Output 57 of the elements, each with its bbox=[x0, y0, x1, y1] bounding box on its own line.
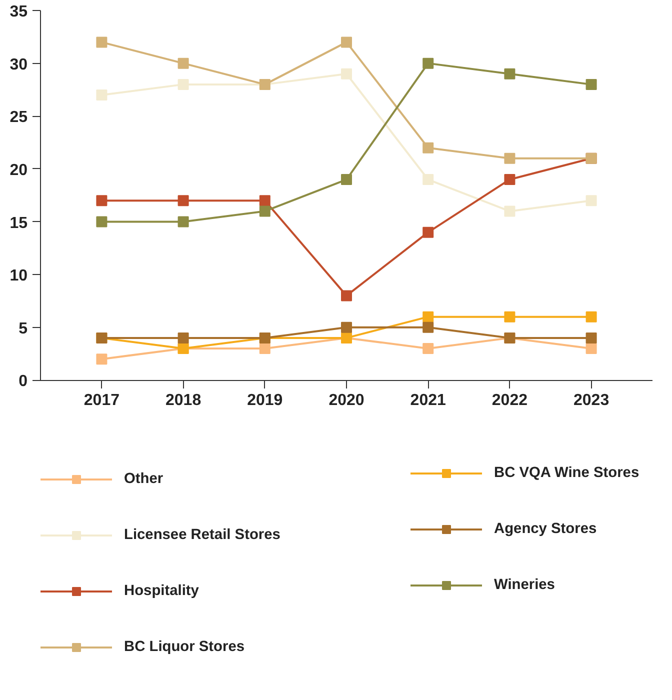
point bbox=[504, 174, 516, 186]
point bbox=[96, 354, 108, 365]
point bbox=[341, 290, 352, 302]
point bbox=[178, 195, 189, 206]
point bbox=[178, 78, 189, 90]
point bbox=[422, 311, 434, 322]
point bbox=[422, 142, 434, 154]
point bbox=[586, 78, 597, 90]
y-tick-label: 5 bbox=[18, 320, 28, 338]
y-tick-label: 35 bbox=[10, 4, 28, 20]
x-tick-label: 2020 bbox=[328, 392, 364, 410]
point bbox=[586, 195, 597, 206]
point bbox=[178, 332, 189, 344]
y-tick-label: 0 bbox=[18, 373, 28, 390]
point bbox=[259, 343, 270, 354]
y-tick-label: 30 bbox=[10, 56, 28, 74]
y-tick-label: 15 bbox=[10, 214, 28, 232]
point bbox=[422, 58, 434, 69]
legend-label: BC VQA Wine Stores bbox=[494, 465, 640, 481]
point bbox=[422, 174, 434, 186]
legend-label: Wineries bbox=[494, 577, 555, 593]
point bbox=[504, 152, 516, 164]
legend-label: Agency Stores bbox=[494, 521, 597, 537]
point bbox=[422, 322, 434, 333]
point bbox=[422, 226, 434, 238]
point bbox=[259, 195, 270, 206]
point bbox=[586, 332, 597, 344]
x-tick-label: 2019 bbox=[247, 392, 283, 410]
x-tick-label: 2021 bbox=[410, 392, 446, 410]
x-tick-label: 2017 bbox=[84, 392, 120, 410]
point bbox=[96, 36, 108, 48]
point bbox=[422, 343, 434, 354]
y-tick-label: 20 bbox=[10, 162, 28, 179]
x-tick-label: 2023 bbox=[574, 392, 610, 410]
y-tick-label: 10 bbox=[10, 268, 28, 285]
point bbox=[178, 216, 189, 228]
legend-label: Licensee Retail Stores bbox=[124, 527, 280, 543]
legend-label: Other bbox=[124, 471, 164, 487]
y-tick-label: 25 bbox=[10, 109, 28, 126]
point bbox=[96, 216, 108, 228]
point bbox=[259, 206, 270, 217]
point bbox=[504, 311, 516, 322]
point bbox=[96, 195, 108, 206]
point bbox=[586, 311, 597, 322]
point bbox=[341, 36, 352, 48]
point bbox=[341, 322, 352, 333]
x-tick-label: 2022 bbox=[492, 392, 528, 410]
x-tick-label: 2018 bbox=[166, 392, 202, 410]
legend-label: Hospitality bbox=[124, 583, 199, 599]
point bbox=[341, 174, 352, 186]
point bbox=[96, 90, 108, 101]
legend-label: BC Liquor Stores bbox=[124, 639, 245, 655]
point bbox=[586, 343, 597, 354]
point bbox=[504, 68, 516, 80]
point bbox=[341, 68, 352, 80]
point bbox=[178, 58, 189, 69]
point bbox=[504, 206, 516, 217]
